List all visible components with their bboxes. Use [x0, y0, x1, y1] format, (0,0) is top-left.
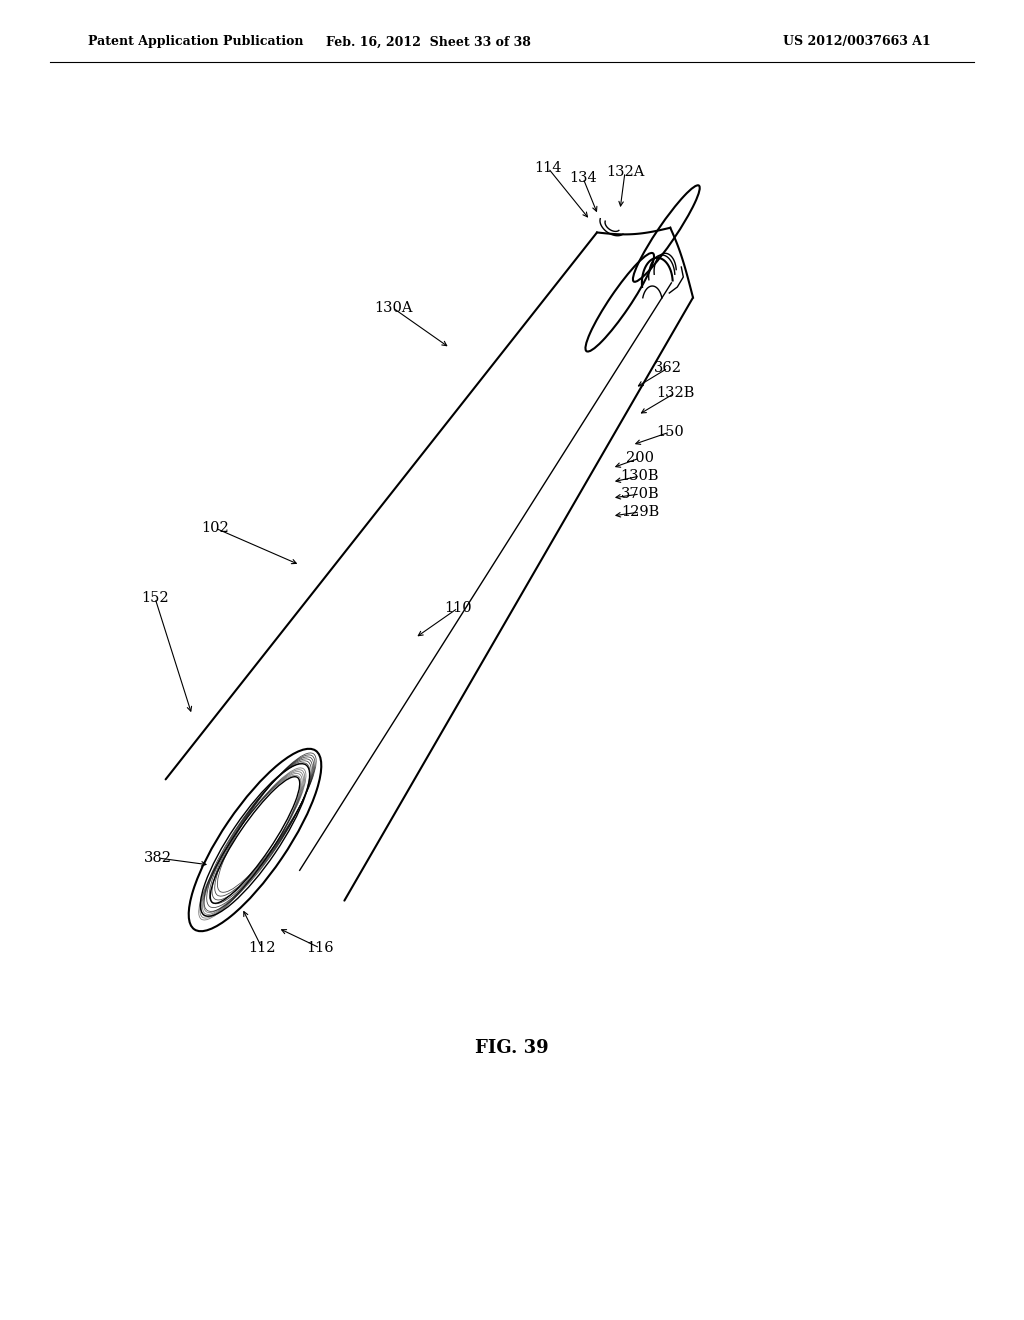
- Text: Feb. 16, 2012  Sheet 33 of 38: Feb. 16, 2012 Sheet 33 of 38: [326, 36, 530, 49]
- Text: 150: 150: [656, 425, 684, 440]
- Text: 129B: 129B: [621, 506, 659, 519]
- Text: FIG. 39: FIG. 39: [475, 1039, 549, 1057]
- Text: 362: 362: [654, 360, 682, 375]
- Text: 134: 134: [569, 172, 597, 185]
- Text: US 2012/0037663 A1: US 2012/0037663 A1: [783, 36, 931, 49]
- Text: 370B: 370B: [621, 487, 659, 502]
- Text: 116: 116: [306, 941, 334, 954]
- Text: 112: 112: [248, 941, 275, 954]
- Text: 130B: 130B: [621, 469, 659, 483]
- Text: 102: 102: [201, 521, 229, 535]
- Text: 382: 382: [144, 851, 172, 865]
- Text: 200: 200: [626, 451, 654, 465]
- Text: Patent Application Publication: Patent Application Publication: [88, 36, 303, 49]
- Text: 132B: 132B: [655, 385, 694, 400]
- Text: 110: 110: [444, 601, 472, 615]
- Text: 132A: 132A: [606, 165, 644, 180]
- Text: 114: 114: [535, 161, 562, 176]
- Text: 130A: 130A: [374, 301, 413, 315]
- Text: 152: 152: [141, 591, 169, 605]
